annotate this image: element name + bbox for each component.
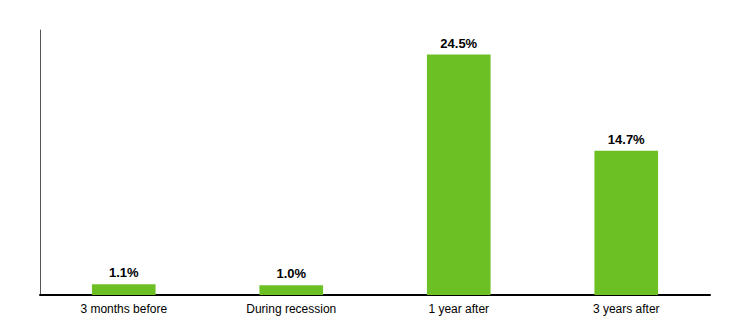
svg-text:24.5%: 24.5%: [440, 36, 477, 51]
svg-text:14.7%: 14.7%: [608, 132, 645, 147]
svg-text:1.1%: 1.1%: [109, 265, 139, 280]
svg-text:3 months before: 3 months before: [80, 302, 167, 316]
svg-text:During recession: During recession: [246, 302, 336, 316]
svg-text:1 year after: 1 year after: [428, 302, 489, 316]
svg-text:1.0%: 1.0%: [276, 266, 306, 281]
svg-text:3 years after: 3 years after: [593, 302, 660, 316]
